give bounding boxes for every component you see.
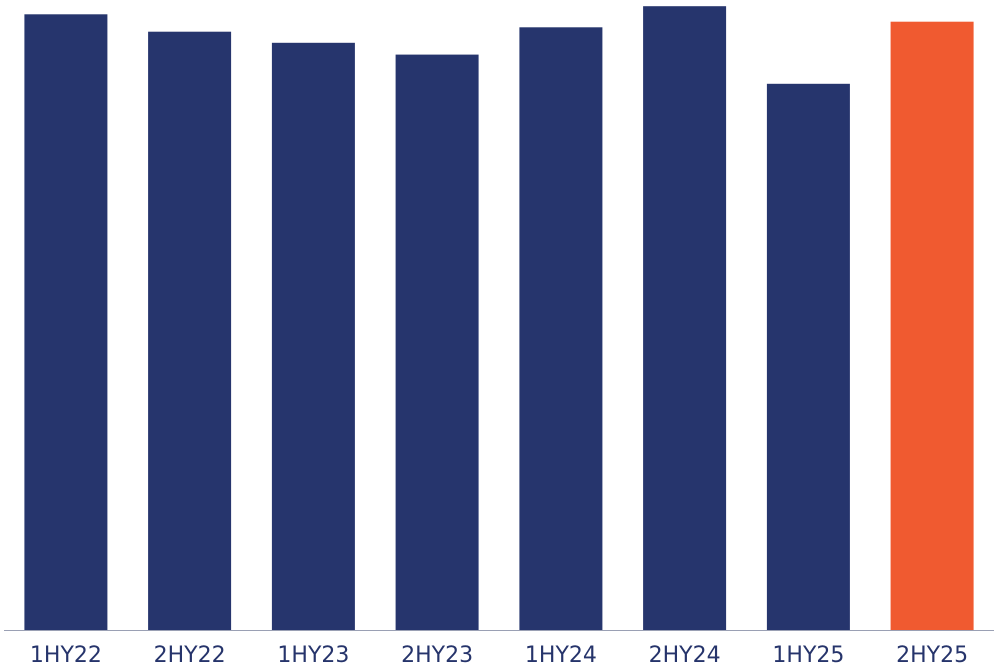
x-tick-label-2HY25: 2HY25	[896, 643, 968, 666]
bar-group	[24, 6, 974, 631]
bar-1HY24	[519, 27, 603, 631]
bar-2HY23	[395, 54, 479, 631]
bar-1HY25	[766, 83, 850, 631]
x-tick-label-1HY25: 1HY25	[772, 643, 844, 666]
bar-1HY22	[24, 14, 108, 631]
x-tick-labels: 1HY22 2HY22 1HY23 2HY23 1HY24 2HY24 1HY25 2HY25	[30, 643, 968, 666]
x-tick-label-2HY24: 2HY24	[649, 643, 721, 666]
bar-2HY24	[643, 6, 727, 630]
x-tick-label-1HY24: 1HY24	[525, 643, 597, 666]
bar-2HY25	[890, 21, 974, 630]
bar-1HY23	[271, 42, 355, 631]
bar-2HY22	[148, 31, 232, 630]
x-tick-label-2HY22: 2HY22	[154, 643, 226, 666]
x-tick-label-1HY22: 1HY22	[30, 643, 102, 666]
x-tick-label-2HY23: 2HY23	[401, 643, 473, 666]
x-tick-label-1HY23: 1HY23	[277, 643, 349, 666]
